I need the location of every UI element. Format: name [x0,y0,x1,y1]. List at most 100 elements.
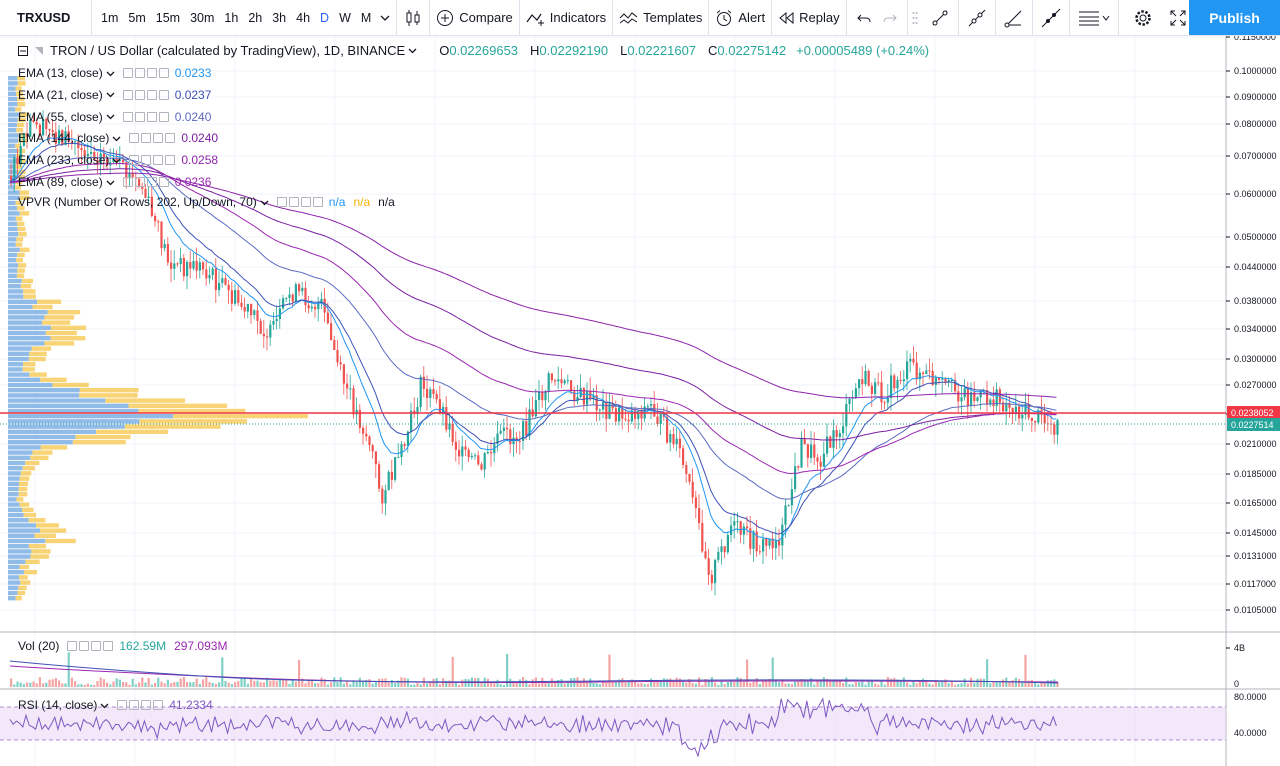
candle-body [192,261,195,269]
candle-body [115,157,118,162]
chevron-down-icon[interactable] [106,178,115,187]
vpvr-down-bar [50,336,86,341]
candle-body [77,141,80,149]
interval-1h[interactable]: 1h [224,10,239,25]
vpvr-down-bar [19,476,30,481]
candle-body [995,389,998,407]
candle-body [720,546,723,552]
candle-body [138,178,141,187]
volume-bar [704,678,707,687]
candle-body [1021,414,1024,419]
angle-tool[interactable] [996,0,1033,35]
high-value: 0.02292190 [539,43,609,58]
volume-bar [58,680,61,687]
extended-line-tool[interactable] [1033,0,1070,35]
templates-button[interactable]: Templates [613,0,710,35]
volume-bar [854,681,857,687]
candle-body [166,244,169,263]
volume-bar [102,679,105,687]
indicators-button[interactable]: Indicators [520,0,614,35]
lines-menu-button[interactable] [1070,0,1119,35]
drag-handle[interactable] [908,0,922,35]
vpvr-down-bar [29,351,47,356]
collapse-icon[interactable] [18,45,28,56]
chevron-down-icon[interactable] [106,69,115,78]
interval-15m[interactable]: 15m [155,10,181,25]
rsi-controls[interactable] [117,700,164,710]
chart-type-button[interactable] [397,0,431,35]
compare-button[interactable]: Compare [430,0,520,35]
interval-5m[interactable]: 5m [128,10,146,25]
undo-button[interactable] [847,0,877,35]
price-axis-label: 0.1150000 [1234,36,1276,42]
candle-body [368,436,371,446]
candle-body [810,444,813,458]
low-label: L [620,43,628,58]
interval-d[interactable]: D [320,10,330,25]
chevron-down-icon[interactable] [106,112,115,121]
candle-body [314,306,317,310]
chart-canvas[interactable]: 0.1150000 0.1000000 0.0900000 0.0800000 0.07… [0,36,1280,766]
fullscreen-button[interactable] [1161,0,1195,35]
vpvr-up-bar [8,507,23,512]
vpvr-down-bar [31,346,52,351]
chevron-down-icon[interactable] [106,90,115,99]
volume-bar [374,682,377,687]
vpvr-down-bar [18,585,27,590]
candle-body [301,287,304,292]
trend-line-tool[interactable] [922,0,959,35]
replay-button[interactable]: Replay [772,0,847,35]
ema-controls[interactable] [122,111,169,122]
chevron-down-icon[interactable] [112,134,121,143]
vpvr-down-bar [15,164,23,169]
candle-body [96,159,99,165]
ema-controls[interactable] [129,133,176,144]
redo-button[interactable] [877,0,908,35]
vpvr-up-bar [8,377,41,382]
interval-1m[interactable]: 1m [101,10,119,25]
candle-body [58,130,61,144]
volume-bar [893,677,896,687]
candle-body [358,409,361,428]
chevron-down-icon[interactable] [408,46,417,55]
candle-body [1002,402,1005,412]
volume-controls[interactable] [67,641,114,651]
alert-button[interactable]: Alert [709,0,773,35]
vpvr-controls[interactable] [276,197,323,207]
ema-controls[interactable] [129,155,176,166]
publish-button[interactable]: Publish [1189,0,1280,35]
volume-bar [896,679,899,687]
volume-bar [390,679,393,687]
interval-30m[interactable]: 30m [190,10,215,25]
interval-dropdown[interactable] [380,0,398,35]
vpvr-up-bar [8,414,173,419]
interval-m[interactable]: M [360,10,372,25]
volume-bar [310,680,313,687]
candle-body [365,433,368,437]
volume-bar [397,680,400,687]
ema-controls[interactable] [122,89,169,100]
interval-w[interactable]: W [339,10,351,25]
price-axis-label: 0.0380000 [1234,296,1277,306]
symbol-search[interactable]: TRXUSD [0,0,92,35]
volume-bar [112,681,115,687]
vpvr-up-bar [8,325,51,330]
volume-bar [774,679,777,687]
interval-3h[interactable]: 3h [272,10,287,25]
compare-label: Compare [459,10,513,25]
interval-2h[interactable]: 2h [248,10,263,25]
chevron-down-icon[interactable] [100,701,109,710]
low-value: 0.02221607 [627,43,697,58]
vpvr-down-bar [16,258,23,263]
ema-controls[interactable] [122,177,169,187]
flag-icon[interactable] [34,46,44,56]
ema-controls[interactable] [122,68,169,78]
chevron-down-icon[interactable] [260,198,269,207]
ray-tool[interactable] [959,0,996,35]
interval-4h[interactable]: 4h [296,10,311,25]
volume-bar [966,683,969,687]
vpvr-down-bar [17,174,25,180]
chevron-down-icon[interactable] [112,156,121,165]
settings-button[interactable] [1125,0,1161,35]
ema-line [9,136,1057,542]
